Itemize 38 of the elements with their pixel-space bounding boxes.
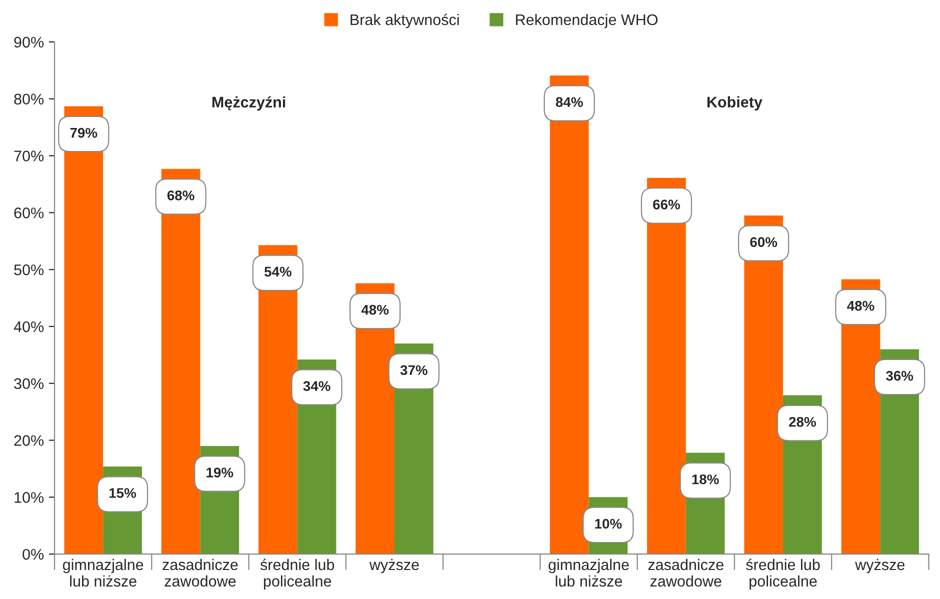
x-tick-label: wyższe bbox=[369, 558, 419, 574]
x-tick-label: gimnazjalne lub niższe bbox=[548, 558, 629, 587]
data-label: 48% bbox=[361, 304, 389, 315]
data-label: 54% bbox=[264, 266, 292, 277]
y-tick-label: 10% bbox=[14, 492, 44, 503]
data-label: 48% bbox=[847, 300, 874, 311]
y-tick-label: 60% bbox=[14, 208, 44, 218]
y-tick-label: 70% bbox=[14, 150, 44, 162]
data-label: 60% bbox=[750, 237, 778, 247]
x-tick-label: wyższe bbox=[855, 558, 905, 574]
y-tick-label: 30% bbox=[14, 378, 44, 390]
y-tick-label: 40% bbox=[14, 321, 44, 332]
x-tick-label: zasadnicze zawodowe bbox=[162, 558, 238, 587]
x-tick-label: średnie lub policealne bbox=[260, 558, 334, 590]
data-label: 34% bbox=[303, 381, 330, 391]
data-label: 37% bbox=[400, 365, 428, 376]
data-label: 66% bbox=[653, 200, 680, 210]
data-label: 68% bbox=[167, 190, 194, 200]
data-label: 10% bbox=[595, 518, 622, 529]
annotation: Mężczyźni bbox=[212, 96, 286, 111]
x-tick-label: zasadnicze zawodowe bbox=[648, 558, 724, 587]
data-label: 19% bbox=[206, 468, 234, 478]
y-tick-label: 0% bbox=[22, 548, 44, 560]
data-label: 79% bbox=[70, 128, 98, 138]
data-label: 28% bbox=[789, 416, 816, 427]
y-tick-label: 90% bbox=[14, 36, 44, 48]
data-label: 15% bbox=[109, 488, 136, 498]
legend-label: Brak aktywności bbox=[350, 14, 459, 28]
legend-label: Rekomendacje WHO bbox=[516, 14, 658, 28]
annotation: Kobiety bbox=[707, 96, 762, 111]
y-tick-label: 50% bbox=[14, 264, 44, 276]
data-label: 36% bbox=[886, 370, 914, 381]
x-tick-label: gimnazjalne lub niższe bbox=[62, 558, 144, 587]
data-label: 84% bbox=[556, 97, 583, 108]
data-label: 18% bbox=[692, 474, 719, 484]
x-tick-label: średnie lub policealne bbox=[746, 558, 820, 590]
y-tick-label: 80% bbox=[14, 94, 44, 105]
y-tick-label: 20% bbox=[14, 435, 44, 446]
